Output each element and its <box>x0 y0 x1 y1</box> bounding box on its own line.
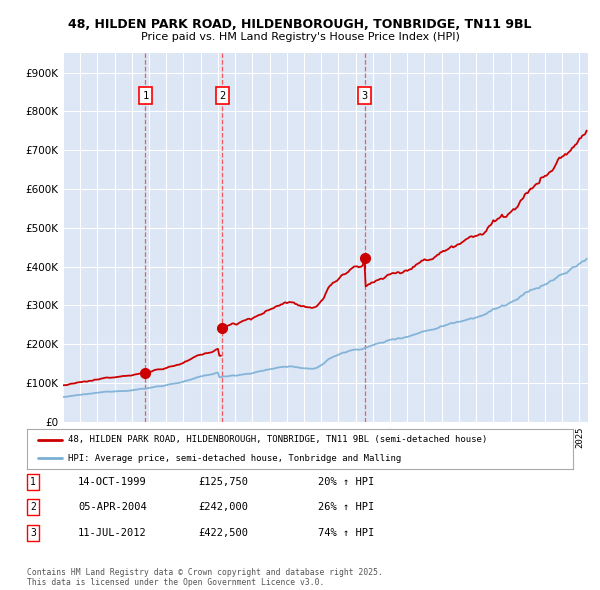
Text: 1: 1 <box>30 477 36 487</box>
Text: This data is licensed under the Open Government Licence v3.0.: This data is licensed under the Open Gov… <box>27 578 325 587</box>
Text: HPI: Average price, semi-detached house, Tonbridge and Malling: HPI: Average price, semi-detached house,… <box>68 454 401 463</box>
Text: 2: 2 <box>30 503 36 512</box>
Text: Price paid vs. HM Land Registry's House Price Index (HPI): Price paid vs. HM Land Registry's House … <box>140 32 460 41</box>
Text: 3: 3 <box>362 91 368 101</box>
Text: 11-JUL-2012: 11-JUL-2012 <box>78 528 147 537</box>
Text: Contains HM Land Registry data © Crown copyright and database right 2025.: Contains HM Land Registry data © Crown c… <box>27 568 383 577</box>
Text: 74% ↑ HPI: 74% ↑ HPI <box>318 528 374 537</box>
Text: 26% ↑ HPI: 26% ↑ HPI <box>318 503 374 512</box>
Text: 14-OCT-1999: 14-OCT-1999 <box>78 477 147 487</box>
Text: 48, HILDEN PARK ROAD, HILDENBOROUGH, TONBRIDGE, TN11 9BL (semi-detached house): 48, HILDEN PARK ROAD, HILDENBOROUGH, TON… <box>68 435 487 444</box>
Text: £242,000: £242,000 <box>198 503 248 512</box>
Text: 48, HILDEN PARK ROAD, HILDENBOROUGH, TONBRIDGE, TN11 9BL: 48, HILDEN PARK ROAD, HILDENBOROUGH, TON… <box>68 18 532 31</box>
Text: 3: 3 <box>30 528 36 537</box>
Text: 2: 2 <box>220 91 226 101</box>
Text: 1: 1 <box>142 91 149 101</box>
Text: 20% ↑ HPI: 20% ↑ HPI <box>318 477 374 487</box>
Text: £422,500: £422,500 <box>198 528 248 537</box>
Text: 05-APR-2004: 05-APR-2004 <box>78 503 147 512</box>
Text: £125,750: £125,750 <box>198 477 248 487</box>
